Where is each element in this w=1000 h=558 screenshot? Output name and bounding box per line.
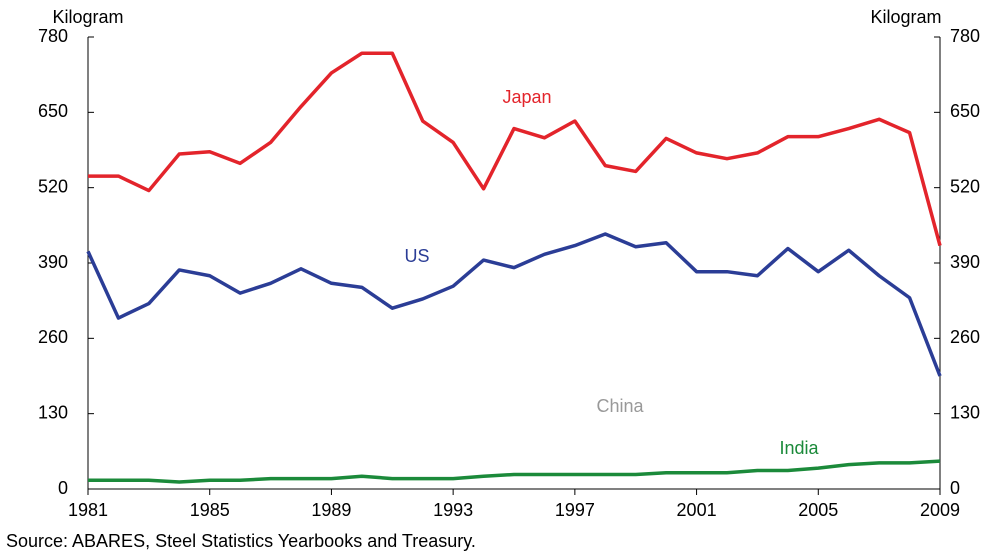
y2-tick-label: 650 bbox=[950, 101, 980, 121]
y-tick-label: 650 bbox=[38, 101, 68, 121]
y-tick-label: 390 bbox=[38, 252, 68, 272]
source-note: Source: ABARES, Steel Statistics Yearboo… bbox=[6, 531, 476, 551]
y-tick-label: 0 bbox=[58, 478, 68, 498]
x-tick-label: 2001 bbox=[677, 500, 717, 520]
y2-axis-label: Kilogram bbox=[870, 7, 941, 27]
x-tick-label: 2009 bbox=[920, 500, 960, 520]
y2-tick-label: 390 bbox=[950, 252, 980, 272]
x-tick-label: 1993 bbox=[433, 500, 473, 520]
series-line bbox=[86, 232, 942, 377]
series-label: US bbox=[404, 246, 429, 266]
x-tick-label: 1997 bbox=[555, 500, 595, 520]
y2-tick-label: 0 bbox=[950, 478, 960, 498]
y2-tick-label: 260 bbox=[950, 327, 980, 347]
y2-tick-label: 520 bbox=[950, 176, 980, 196]
series-line bbox=[88, 459, 941, 484]
x-tick-label: 1985 bbox=[190, 500, 230, 520]
y-axis-label: Kilogram bbox=[52, 7, 123, 27]
y-tick-label: 520 bbox=[38, 176, 68, 196]
y-tick-label: 780 bbox=[38, 26, 68, 46]
series-label: India bbox=[779, 438, 819, 458]
x-tick-label: 1981 bbox=[68, 500, 108, 520]
y-tick-label: 260 bbox=[38, 327, 68, 347]
series-label: Japan bbox=[502, 87, 551, 107]
series-line bbox=[88, 51, 942, 247]
x-tick-label: 1989 bbox=[311, 500, 351, 520]
china-label: China bbox=[596, 396, 644, 416]
y2-tick-label: 780 bbox=[950, 26, 980, 46]
y-tick-label: 130 bbox=[38, 402, 68, 422]
y2-tick-label: 130 bbox=[950, 402, 980, 422]
x-tick-label: 2005 bbox=[798, 500, 838, 520]
